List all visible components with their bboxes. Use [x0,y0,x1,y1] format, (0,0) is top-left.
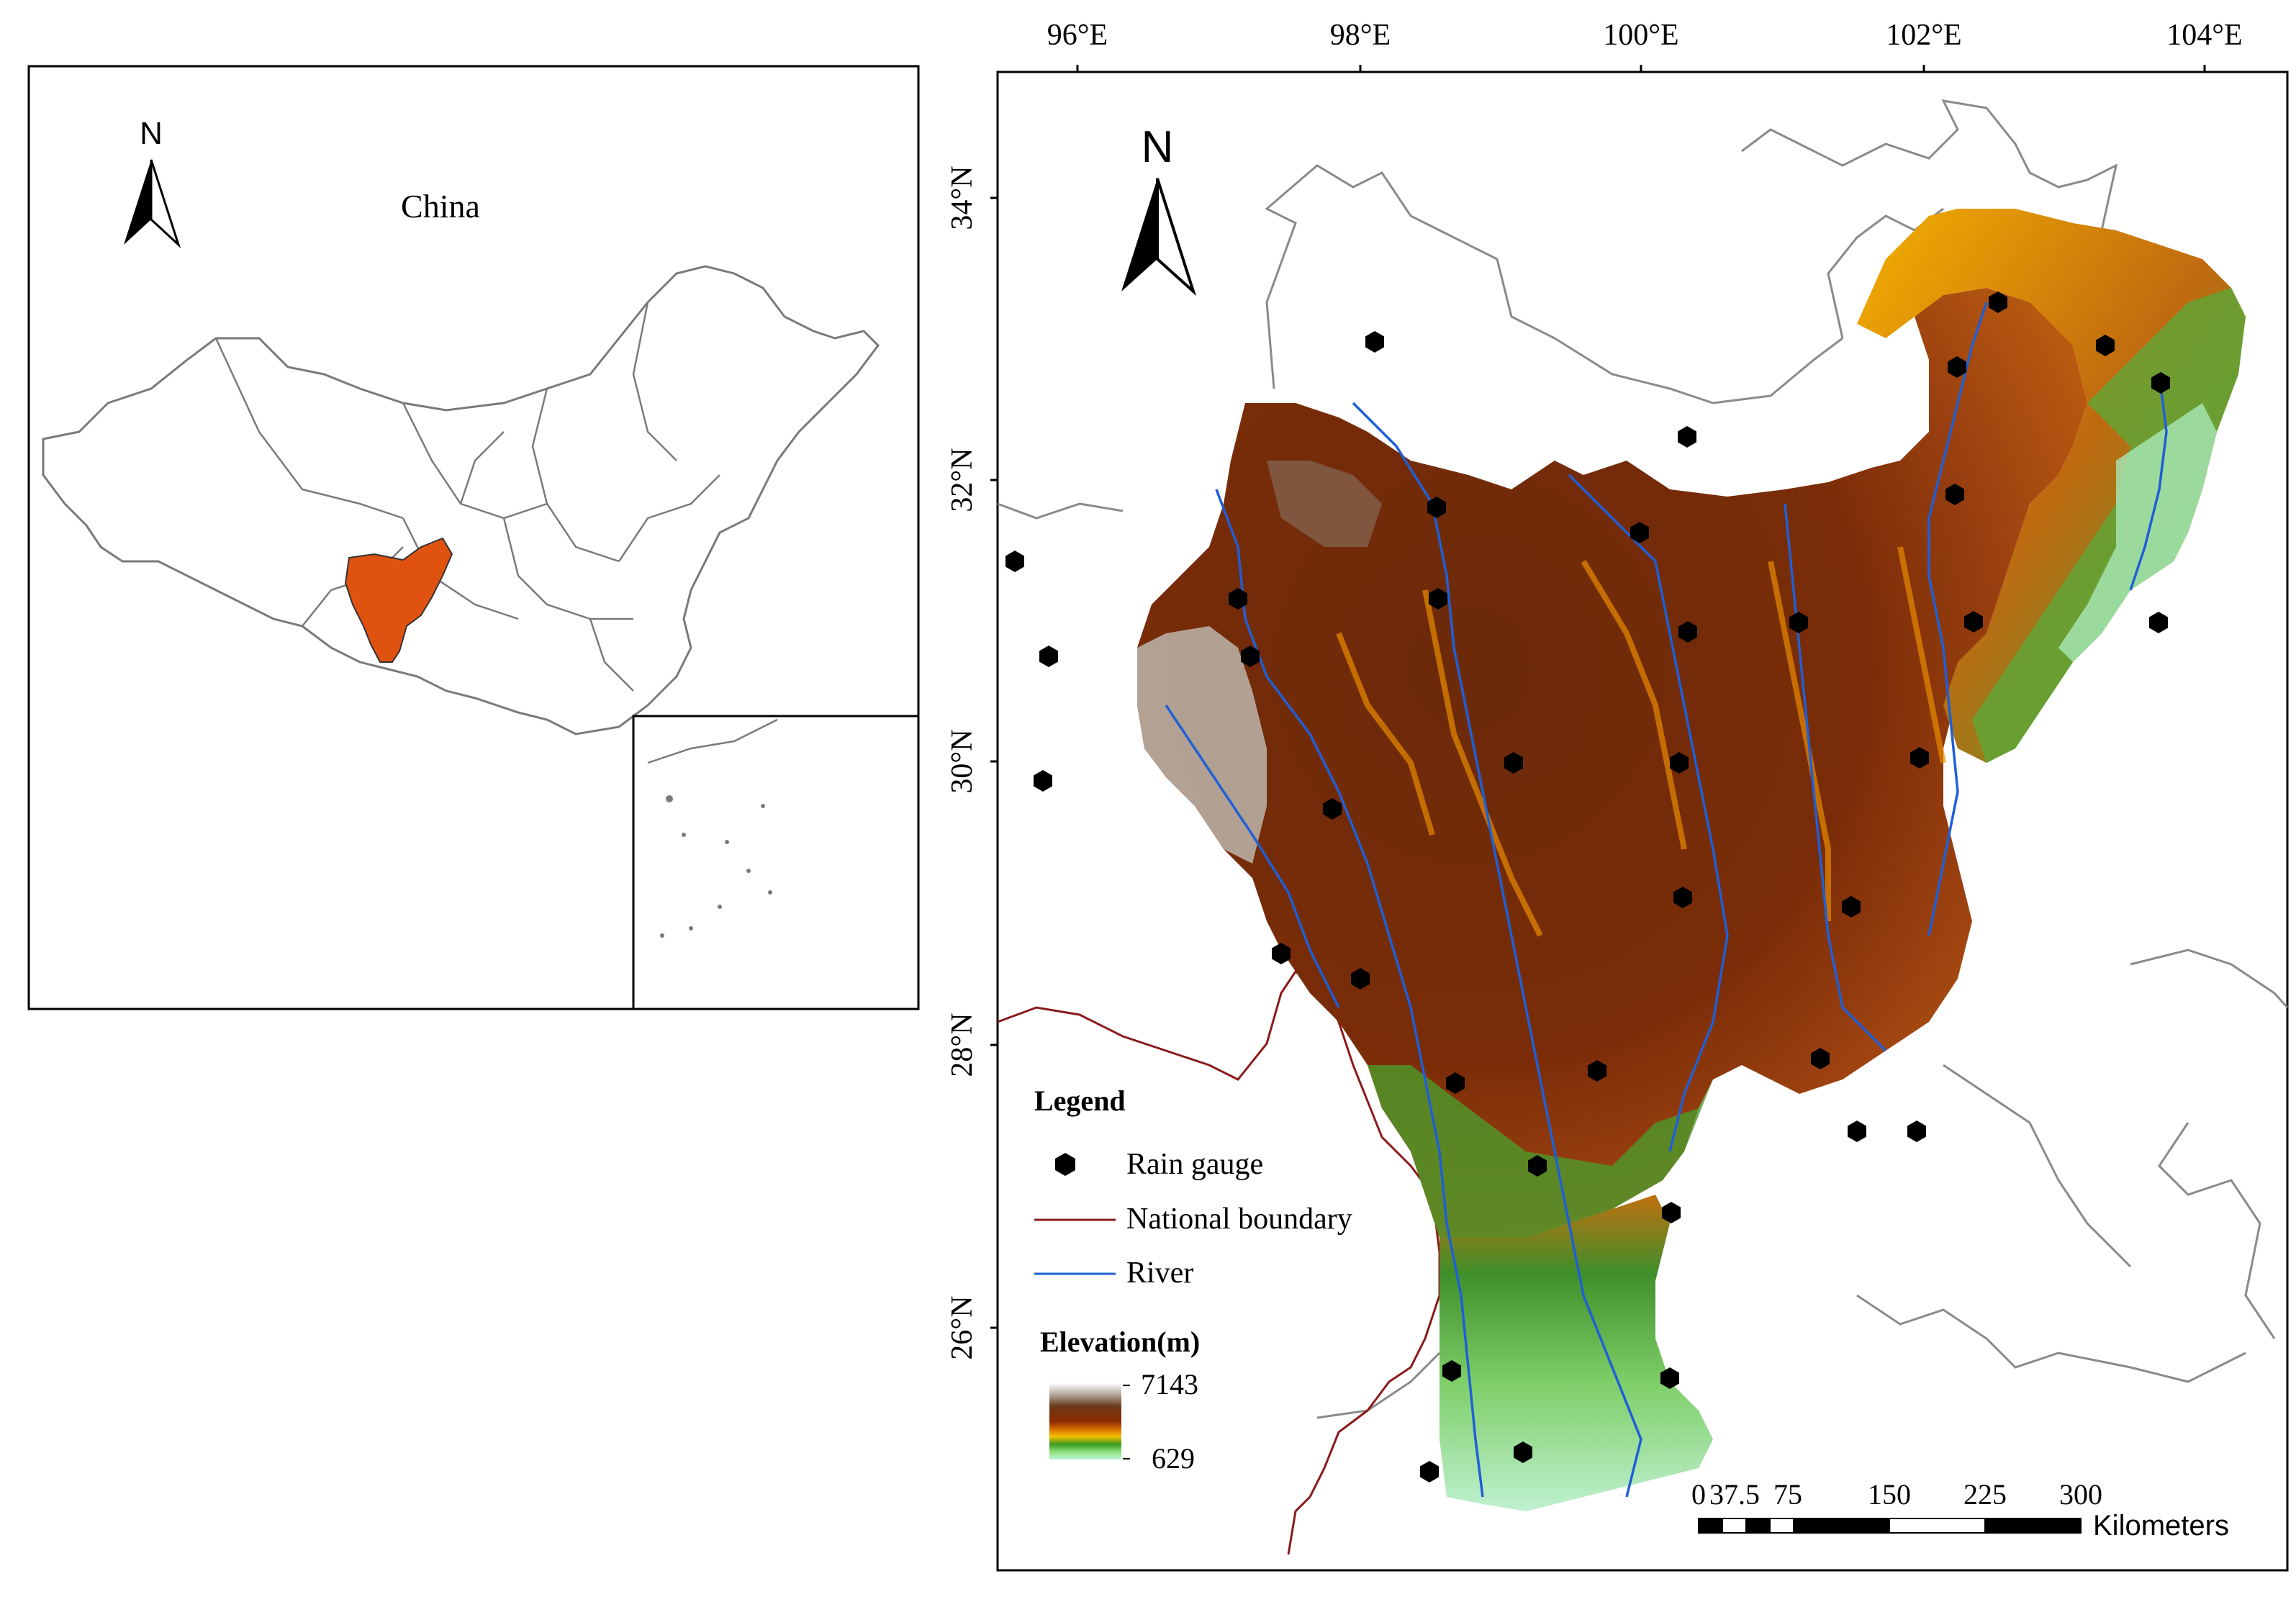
rain-gauge-marker [1789,612,1808,633]
legend: Legend Rain gauge National boundary Rive… [1034,1085,1352,1475]
scale-bar-segments [1698,1518,2082,1534]
inset-country-label: China [401,188,480,225]
scale-label-37-5: 37.5 [1709,1478,1760,1511]
rain-gauge-marker [1678,621,1697,643]
rain-gauge-marker [1842,896,1861,918]
river-2 [1352,402,1642,1498]
scale-label-150: 150 [1868,1478,1911,1511]
study-area-highlight [344,537,453,663]
scale-label-300: 300 [2059,1478,2102,1511]
rain-gauges [1005,291,2170,1482]
southern-lowland [1439,1195,1713,1511]
elevation-color-ramp [1049,1383,1121,1459]
east-green-fringe [1972,288,2246,763]
lon-tick-104: 104°E [2166,19,2242,52]
rain-gauge-marker [2149,612,2168,633]
province-lines [214,302,720,692]
lon-tick-96: 96°E [1047,19,1108,52]
rain-gauge-marker [1528,1155,1547,1177]
lon-tick-102: 102°E [1886,19,1961,52]
rain-gauge-marker [1848,1121,1866,1142]
rain-gauge-marker [1323,798,1342,820]
rain-gauge-marker [2151,372,2170,394]
legend-title: Legend [1034,1085,1126,1117]
rain-gauge-marker [1446,1072,1465,1094]
scs-coast [647,718,778,764]
rain-gauge-marker [1630,522,1649,543]
inset-map: N China [27,65,920,1010]
rain-gauge-marker [1351,968,1370,990]
rain-gauge-marker [1442,1360,1461,1382]
graticule-ticks [990,65,2206,1329]
elevation-min-label: 629 [1152,1442,1195,1475]
rain-gauge-marker [1588,1060,1606,1082]
inset-north-label: N [140,116,163,151]
rain-gauge-marker [1229,588,1247,610]
lat-tick-30: 30°N [946,729,979,793]
latitude-labels: 34°N 32°N 30°N 28°N 26°N [946,166,979,1359]
longitude-labels: 96°E 98°E 100°E 102°E 104°E [1047,19,2243,52]
legend-label-rain-gauge: Rain gauge [1126,1148,1263,1181]
transition-green [1368,1065,1713,1238]
high-elevation-patch [1267,461,1382,547]
lat-tick-32: 32°N [946,448,979,512]
valley-streaks [1336,546,1946,937]
river-3 [1568,474,1729,1152]
river-7 [1165,705,1340,1008]
rain-gauge-legend-symbol [1055,1153,1075,1176]
rain-gauge-marker [1670,752,1689,774]
river-5 [1927,302,1988,936]
rain-gauge-marker [2096,335,2115,356]
rain-gauge-marker [1427,497,1446,518]
rain-gauge-marker [1907,1121,1926,1142]
rain-gauge-marker [1365,331,1384,353]
lon-tick-98: 98°E [1330,19,1391,52]
river-4 [1784,503,1887,1052]
rain-gauge-marker [1910,747,1929,769]
legend-label-national-boundary: National boundary [1126,1203,1352,1236]
inset-north-arrow [124,159,181,248]
legend-elevation-title: Elevation(m) [1040,1326,1200,1358]
main-north-label: N [1142,122,1174,172]
rivers [1165,302,2168,1498]
rain-gauge-marker [1504,752,1523,774]
rain-gauge-marker [1429,588,1447,610]
rain-gauge-marker [1005,551,1024,572]
rain-gauge-marker [1660,1367,1679,1389]
main-north-arrow [1121,178,1197,296]
rain-gauge-marker [1034,770,1052,792]
lat-tick-34: 34°N [946,166,979,230]
rain-gauge-marker [1945,484,1964,505]
rain-gauge-marker [1420,1461,1439,1482]
scale-bar: 0 37.5 75 150 225 300 Kilometers [1691,1478,2229,1542]
rain-gauge-marker [1948,356,1966,378]
river-6 [2129,374,2168,591]
scale-label-225: 225 [1963,1478,2007,1511]
south-china-sea-box [632,715,920,1010]
elevation-max-label: 7143 [1141,1368,1198,1400]
lat-tick-26: 26°N [946,1295,979,1359]
scs-islands [660,795,772,938]
main-map: N [996,71,2289,1572]
scale-unit-label: Kilometers [2093,1510,2229,1542]
east-light-fringe [2058,403,2217,662]
rain-gauge-marker [1514,1441,1532,1463]
rain-gauge-marker [1241,646,1260,667]
scale-label-75: 75 [1773,1478,1802,1511]
rain-gauge-marker [1989,291,2007,313]
rain-gauge-marker [1673,887,1692,908]
lon-tick-100: 100°E [1603,19,1678,52]
rain-gauge-marker [1964,611,1983,633]
rain-gauge-marker [1039,646,1058,667]
river-1 [1215,489,1484,1498]
rain-gauge-marker [1272,943,1291,964]
lat-tick-28: 28°N [946,1013,979,1077]
rain-gauge-marker [1678,426,1696,448]
high-elevation-zone [1137,626,1267,864]
national-boundary-line [997,969,1441,1555]
legend-label-river: River [1126,1257,1193,1290]
rain-gauge-marker [1811,1048,1830,1069]
scale-label-0: 0 [1691,1478,1706,1511]
rain-gauge-marker [1662,1202,1681,1223]
